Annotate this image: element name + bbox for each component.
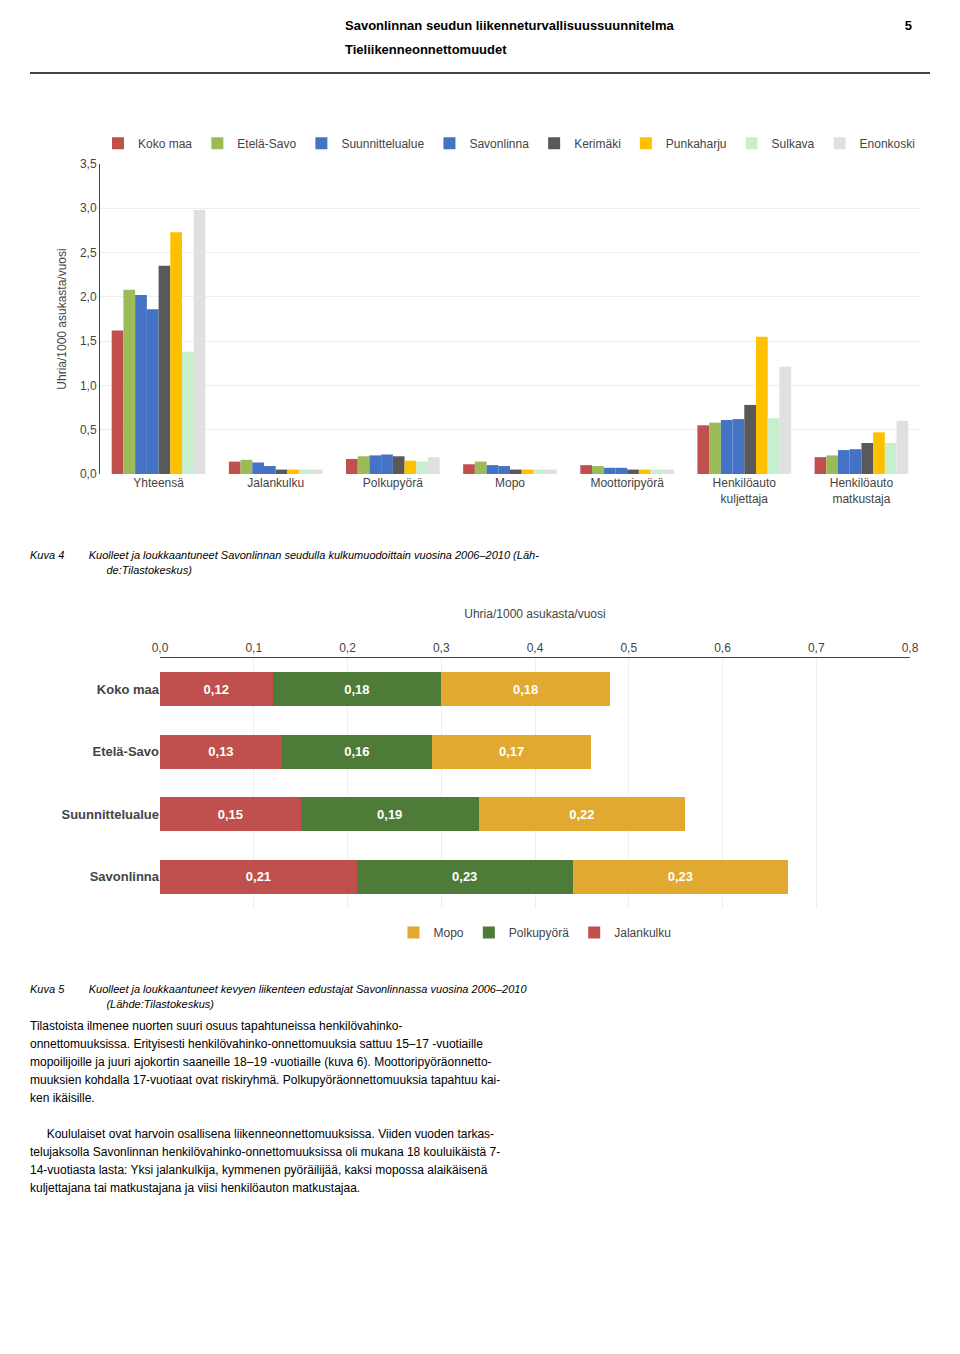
- svg-text:Sulkava: Sulkava: [772, 137, 815, 151]
- svg-text:Jalankulku: Jalankulku: [614, 926, 671, 940]
- svg-text:Savonlinna: Savonlinna: [469, 137, 529, 151]
- svg-text:Koko maa: Koko maa: [97, 681, 160, 696]
- svg-text:2,5: 2,5: [80, 246, 97, 260]
- svg-text:Moottoripyörä: Moottoripyörä: [590, 476, 664, 490]
- svg-text:0,23: 0,23: [668, 869, 693, 884]
- html-text:Kuva 4 Kuolleet ja loukkaantun: Kuva 4 Kuolleet ja loukkaantuneet Savonl…: [30, 549, 539, 576]
- svg-text:Uhria/1000 asukasta/vuosi: Uhria/1000 asukasta/vuosi: [55, 248, 69, 389]
- svg-text:Suunnittelualue: Suunnittelualue: [62, 806, 160, 821]
- svg-text:0,17: 0,17: [499, 744, 524, 759]
- svg-text:Jalankulku: Jalankulku: [247, 476, 304, 490]
- svg-text:0,12: 0,12: [204, 681, 229, 696]
- svg-text:2,0: 2,0: [80, 290, 97, 304]
- svg-text:0,8: 0,8: [902, 641, 919, 655]
- svg-text:0,0: 0,0: [152, 641, 169, 655]
- svg-text:Mopo: Mopo: [495, 476, 525, 490]
- html-text:Savonlinnan seudun liikennetur: Savonlinnan seudun liikenneturvallisuuss…: [345, 18, 674, 33]
- svg-text:0,4: 0,4: [527, 641, 544, 655]
- svg-text:0,5: 0,5: [620, 641, 637, 655]
- svg-text:Enonkoski: Enonkoski: [860, 137, 915, 151]
- svg-text:3,0: 3,0: [80, 201, 97, 215]
- svg-text:0,19: 0,19: [377, 806, 402, 821]
- html-text:Kuva 5 Kuolleet ja loukkaantun: Kuva 5 Kuolleet ja loukkaantuneet kevyen…: [30, 982, 527, 1010]
- svg-text:0,18: 0,18: [513, 681, 538, 696]
- svg-text:0,23: 0,23: [452, 869, 477, 884]
- svg-text:0,22: 0,22: [569, 806, 594, 821]
- svg-text:0,2: 0,2: [339, 641, 356, 655]
- svg-text:0,3: 0,3: [433, 641, 450, 655]
- svg-text:0,18: 0,18: [344, 681, 369, 696]
- svg-text:Henkilöautokuljettaja: Henkilöautokuljettaja: [713, 476, 777, 506]
- svg-text:0,15: 0,15: [218, 806, 243, 821]
- svg-text:Suunnittelualue: Suunnittelualue: [341, 137, 424, 151]
- svg-text:Polkupyörä: Polkupyörä: [363, 476, 423, 490]
- svg-text:Uhria/1000 asukasta/vuosi: Uhria/1000 asukasta/vuosi: [464, 607, 605, 621]
- svg-text:0,16: 0,16: [344, 744, 369, 759]
- svg-text:3,5: 3,5: [80, 157, 97, 171]
- svg-text:0,5: 0,5: [80, 423, 97, 437]
- svg-text:0,1: 0,1: [245, 641, 262, 655]
- svg-text:1,0: 1,0: [80, 379, 97, 393]
- svg-text:Koko maa: Koko maa: [138, 137, 192, 151]
- svg-text:0,7: 0,7: [808, 641, 825, 655]
- html-text:Tieliikenneonnettomuudet: Tieliikenneonnettomuudet: [345, 42, 507, 57]
- svg-text:1,5: 1,5: [80, 334, 97, 348]
- svg-text:Kerimäki: Kerimäki: [574, 137, 621, 151]
- html-text:Tilastoista ilmenee nuorten su: Tilastoista ilmenee nuorten suuri osuus …: [30, 1019, 501, 1196]
- svg-text:Etelä-Savo: Etelä-Savo: [93, 744, 160, 759]
- svg-text:Savonlinna: Savonlinna: [90, 869, 160, 884]
- svg-text:0,13: 0,13: [208, 744, 233, 759]
- svg-text:0,21: 0,21: [246, 869, 271, 884]
- svg-text:0,0: 0,0: [80, 467, 97, 481]
- svg-text:Etelä-Savo: Etelä-Savo: [237, 137, 296, 151]
- svg-text:Polkupyörä: Polkupyörä: [509, 926, 569, 940]
- html-text:5: 5: [904, 18, 912, 33]
- svg-text:Henkilöautomatkustaja: Henkilöautomatkustaja: [830, 476, 894, 506]
- svg-text:Mopo: Mopo: [434, 926, 464, 940]
- svg-text:0,6: 0,6: [714, 641, 731, 655]
- svg-text:Yhteensä: Yhteensä: [133, 476, 184, 490]
- svg-text:Punkaharju: Punkaharju: [666, 137, 727, 151]
